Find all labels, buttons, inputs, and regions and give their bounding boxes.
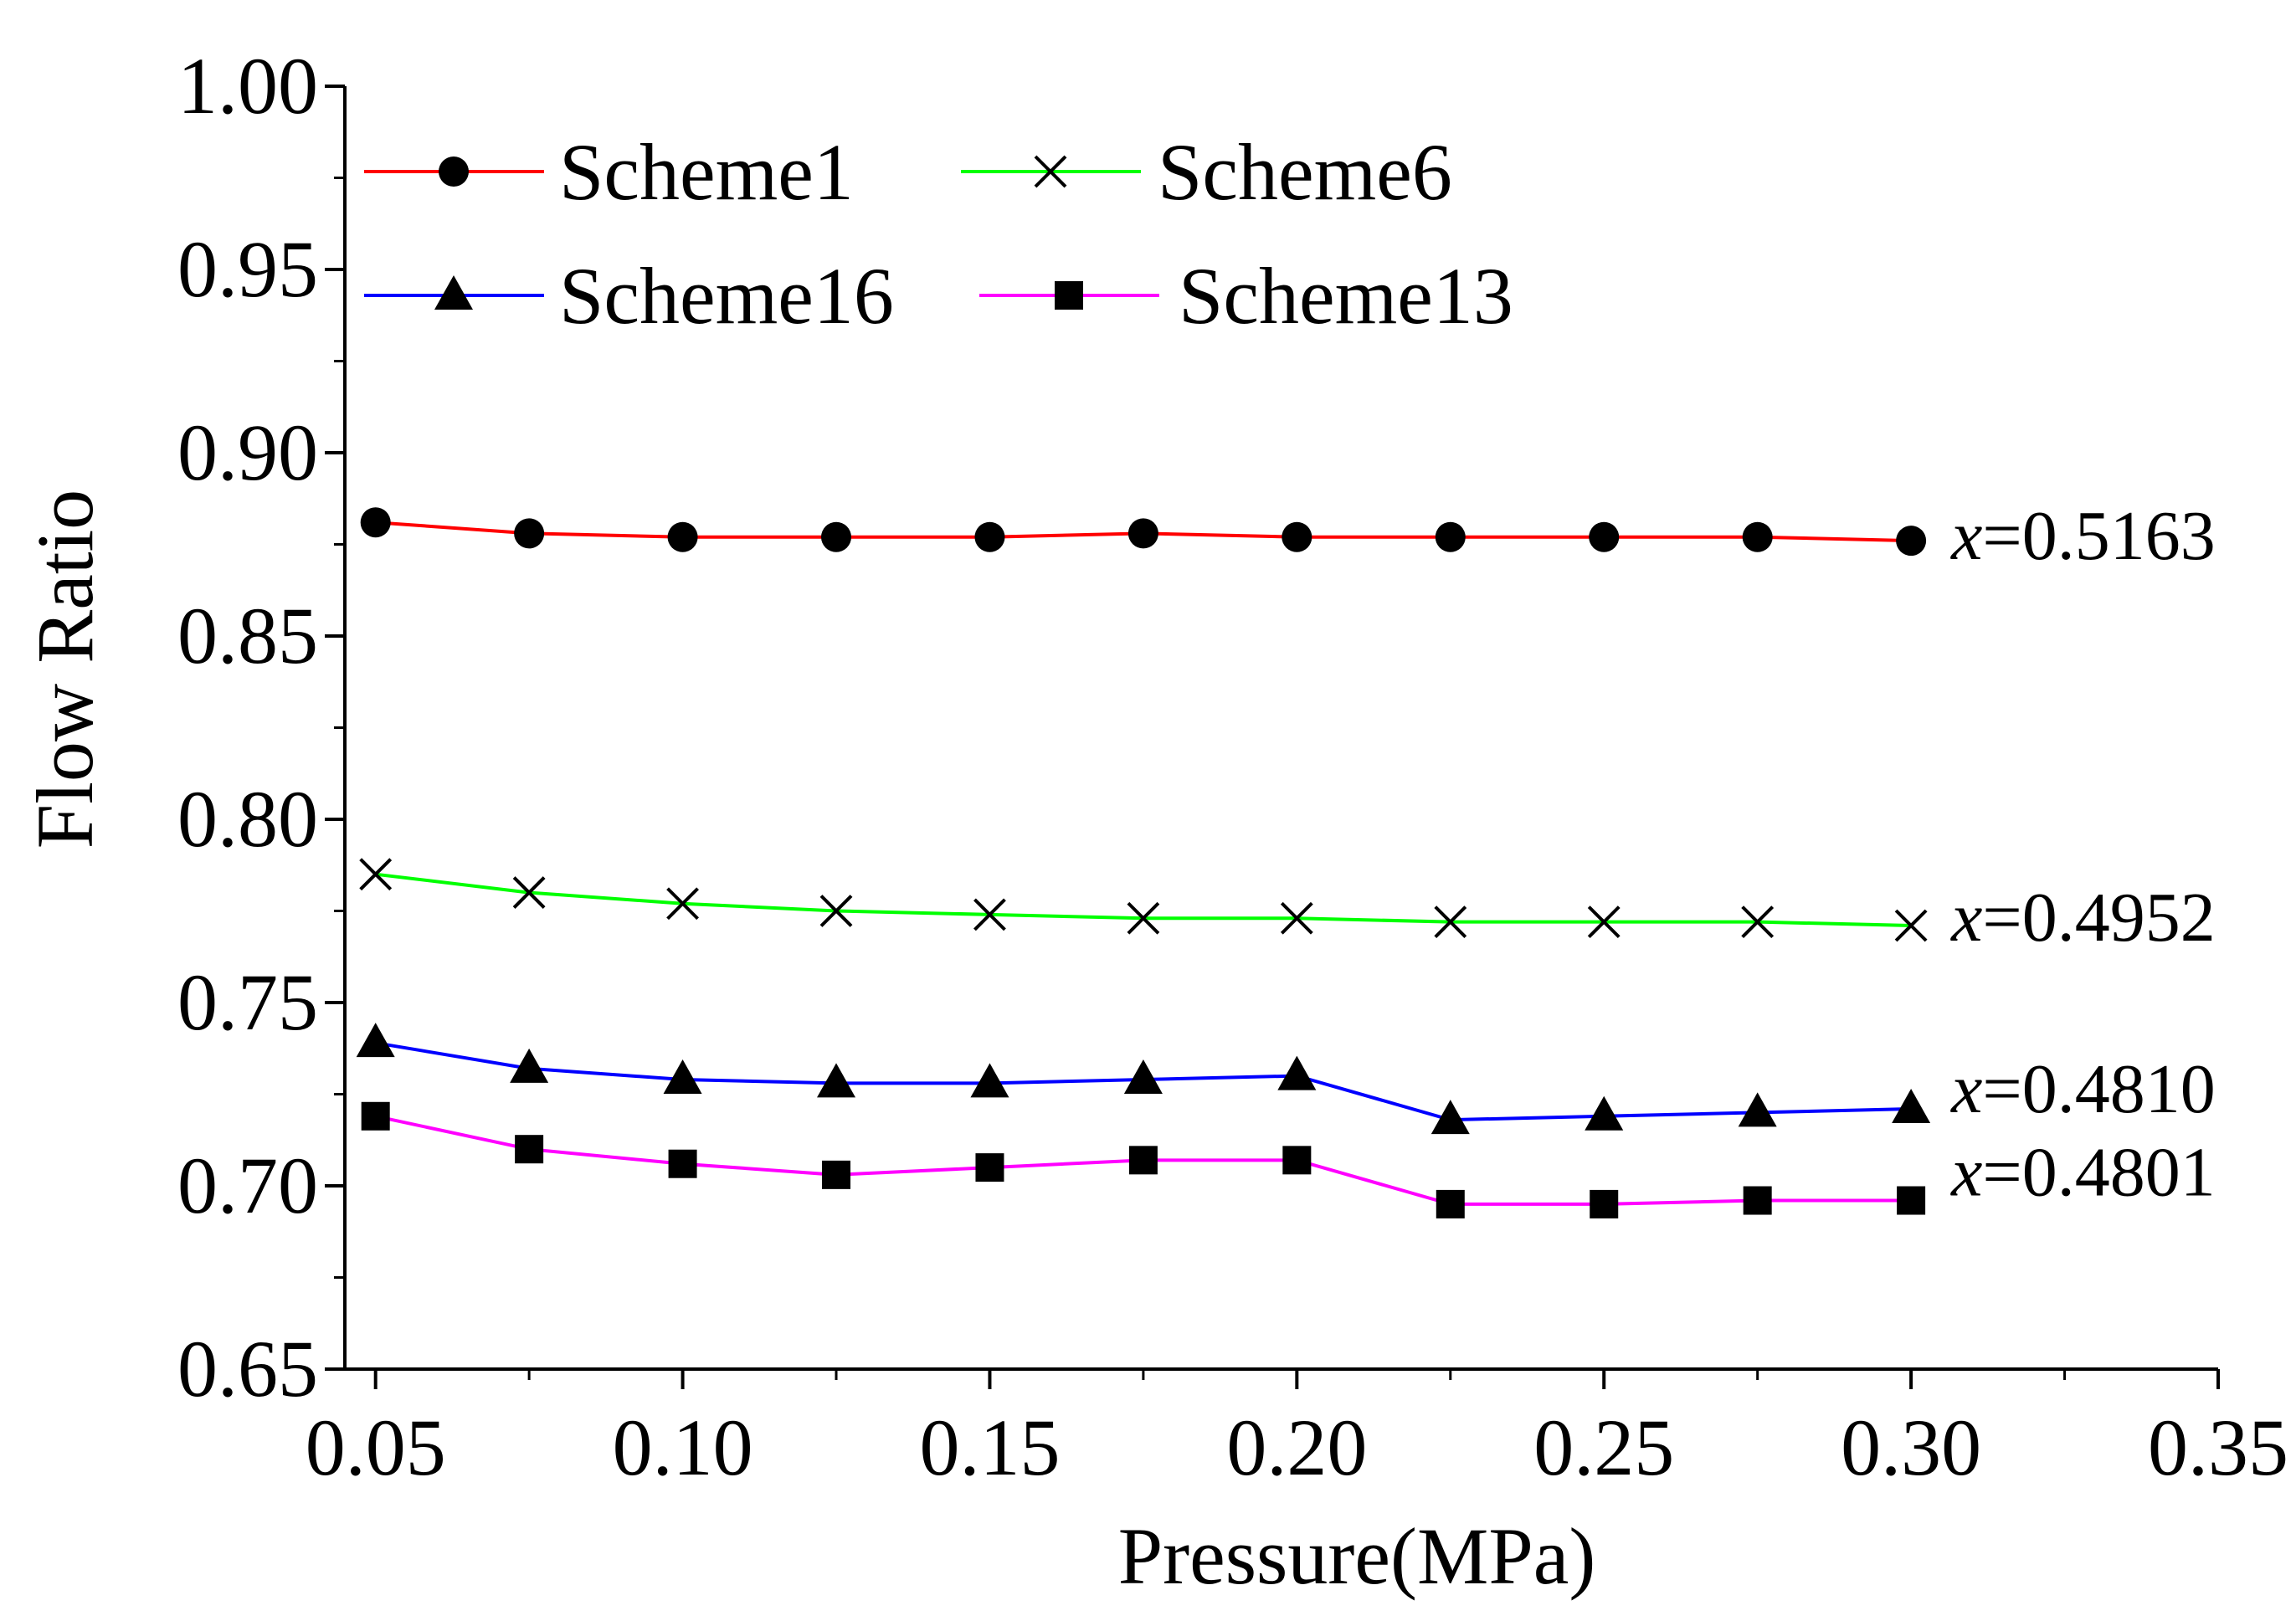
- annotation-value-scheme6: =0.4952: [1982, 879, 2215, 957]
- x-tick-label: 0.20: [1226, 1403, 1367, 1492]
- legend-marker-scheme6: [1034, 155, 1067, 188]
- data-point-scheme13: [1743, 1186, 1772, 1215]
- series-scheme16: [356, 1023, 1931, 1135]
- legend-item-scheme13: Scheme13: [979, 251, 1513, 341]
- annotation-scheme16: x=0.4810: [1949, 1050, 2216, 1128]
- data-point-scheme1: [974, 521, 1005, 552]
- annotation-var-scheme13: x: [1949, 1134, 1982, 1212]
- annotation-scheme13: x=0.4801: [1949, 1134, 2216, 1212]
- axes: 0.65 0.70 0.75 0.80 0.85 0.90 0.95 1.00 0.05 0.10…: [177, 41, 2288, 1492]
- data-point-scheme13: [822, 1160, 851, 1189]
- data-point-scheme1: [1435, 521, 1466, 552]
- data-point-scheme16: [817, 1063, 856, 1098]
- y-tick-label: 0.95: [177, 224, 318, 314]
- y-tick-label: 0.70: [177, 1141, 318, 1230]
- data-point-scheme16: [1892, 1089, 1931, 1124]
- legend-label-scheme16: Scheme16: [559, 251, 894, 341]
- data-point-scheme6: [359, 858, 393, 891]
- data-point-scheme16: [970, 1063, 1009, 1098]
- legend-label-scheme13: Scheme13: [1179, 251, 1513, 341]
- data-point-scheme1: [1589, 521, 1620, 552]
- annotation-var-scheme1: x: [1949, 497, 1982, 575]
- legend-label-scheme1: Scheme1: [559, 127, 854, 217]
- x-tick-label: 0.35: [2148, 1403, 2288, 1492]
- data-point-scheme13: [1436, 1189, 1465, 1218]
- y-tick-label: 0.90: [177, 408, 318, 497]
- legend: Scheme1 Scheme6 Scheme16 Scheme13: [364, 127, 1513, 341]
- y-tick-label: 0.65: [177, 1324, 318, 1413]
- data-point-scheme6: [512, 876, 546, 910]
- data-point-scheme16: [1123, 1059, 1163, 1094]
- series-layer: [356, 507, 1931, 1218]
- legend-marker-scheme16: [434, 275, 473, 310]
- series-scheme1: [360, 507, 1927, 557]
- data-point-scheme1: [1742, 521, 1773, 552]
- annotation-value-scheme13: =0.4801: [1982, 1134, 2215, 1212]
- annotation-value-scheme1: =0.5163: [1982, 497, 2215, 575]
- data-point-scheme6: [1127, 901, 1160, 935]
- legend-label-scheme6: Scheme6: [1158, 127, 1452, 217]
- data-point-scheme6: [1587, 905, 1621, 939]
- series-scheme13: [361, 1101, 1926, 1218]
- data-point-scheme6: [1894, 909, 1928, 942]
- x-axis-title: Pressure(MPa): [1118, 1511, 1596, 1601]
- legend-marker-scheme1: [439, 156, 469, 187]
- data-point-scheme13: [361, 1101, 390, 1131]
- annotation-value-scheme16: =0.4810: [1982, 1050, 2215, 1128]
- data-point-scheme13: [1897, 1186, 1926, 1215]
- data-point-scheme6: [973, 898, 1006, 931]
- data-point-scheme13: [975, 1153, 1004, 1182]
- data-point-scheme1: [1282, 521, 1312, 552]
- data-point-scheme13: [515, 1135, 544, 1164]
- data-point-scheme16: [663, 1059, 702, 1094]
- data-point-scheme1: [1127, 518, 1158, 549]
- annotation-scheme6: x=0.4952: [1949, 879, 2216, 957]
- x-tick-label: 0.10: [613, 1403, 753, 1492]
- data-point-scheme1: [1896, 526, 1927, 557]
- y-tick-label: 0.80: [177, 774, 318, 864]
- data-point-scheme16: [1431, 1100, 1470, 1135]
- data-point-scheme13: [1128, 1146, 1158, 1175]
- data-point-scheme1: [821, 521, 852, 552]
- data-point-scheme6: [1741, 905, 1775, 939]
- data-point-scheme6: [1434, 905, 1467, 939]
- annotation-var-scheme16: x: [1949, 1050, 1982, 1128]
- data-point-scheme6: [1280, 901, 1313, 935]
- annotation-scheme1: x=0.5163: [1949, 497, 2216, 575]
- data-point-scheme16: [1277, 1055, 1317, 1090]
- data-point-scheme6: [666, 887, 699, 921]
- legend-item-scheme16: Scheme16: [364, 251, 894, 341]
- data-point-scheme13: [1282, 1146, 1312, 1175]
- x-tick-label: 0.05: [306, 1403, 446, 1492]
- x-tick-label: 0.15: [919, 1403, 1060, 1492]
- y-tick-label: 0.85: [177, 591, 318, 680]
- data-point-scheme16: [1585, 1095, 1624, 1131]
- data-point-scheme13: [1590, 1189, 1619, 1218]
- legend-item-scheme1: Scheme1: [364, 127, 854, 217]
- data-point-scheme16: [1738, 1092, 1777, 1127]
- legend-item-scheme6: Scheme6: [961, 127, 1452, 217]
- y-tick-label: 1.00: [177, 41, 318, 131]
- annotation-var-scheme6: x: [1949, 879, 1982, 957]
- data-point-scheme13: [668, 1149, 697, 1178]
- series-scheme6: [359, 858, 1928, 942]
- data-point-scheme16: [356, 1023, 395, 1058]
- data-point-scheme6: [819, 895, 853, 927]
- data-point-scheme1: [514, 518, 545, 549]
- data-point-scheme1: [360, 507, 391, 538]
- y-tick-label: 0.75: [177, 957, 318, 1047]
- legend-marker-scheme13: [1055, 281, 1083, 310]
- y-axis-title: Flow Ratio: [20, 490, 110, 849]
- data-point-scheme16: [510, 1048, 549, 1083]
- x-tick-label: 0.30: [1841, 1403, 1981, 1492]
- data-point-scheme1: [667, 521, 698, 552]
- x-tick-label: 0.25: [1533, 1403, 1674, 1492]
